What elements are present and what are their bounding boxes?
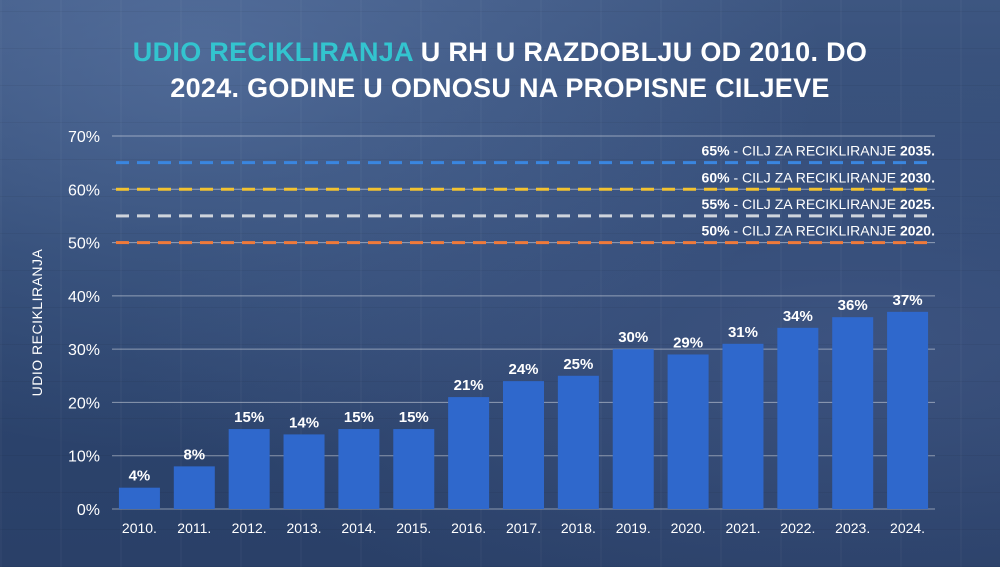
bar-value-label: 14% bbox=[289, 414, 319, 431]
y-tick-label: 20% bbox=[68, 395, 100, 412]
bar-value-label: 15% bbox=[399, 409, 429, 426]
x-tick-label: 2019. bbox=[616, 520, 651, 536]
bar bbox=[283, 434, 325, 509]
bar-value-label: 37% bbox=[893, 292, 923, 309]
x-tick-label: 2017. bbox=[506, 520, 541, 536]
x-tick-label: 2023. bbox=[835, 520, 870, 536]
bar-value-label: 21% bbox=[454, 377, 484, 394]
x-tick-label: 2016. bbox=[451, 520, 486, 536]
y-tick-label: 0% bbox=[77, 502, 100, 519]
x-tick-label: 2022. bbox=[780, 520, 815, 536]
x-tick-label: 2015. bbox=[396, 520, 431, 536]
y-tick-label: 30% bbox=[68, 342, 100, 359]
bar-value-label: 36% bbox=[838, 297, 868, 314]
y-axis-label: UDIO RECIKLIRANJA bbox=[29, 248, 45, 396]
bar bbox=[887, 311, 929, 509]
bar-value-label: 8% bbox=[183, 446, 205, 463]
y-tick-label: 40% bbox=[68, 289, 100, 306]
title-line2: 2024. GODINE U ODNOSU NA PROPISNE CILJEV… bbox=[170, 73, 830, 103]
y-tick-label: 50% bbox=[68, 236, 100, 253]
bar bbox=[503, 381, 544, 509]
bar-value-label: 29% bbox=[673, 334, 703, 351]
bar-value-label: 25% bbox=[563, 356, 593, 373]
target-label: 50% - CILJ ZA RECIKLIRANJE 2020. bbox=[702, 223, 935, 239]
bar-value-label: 15% bbox=[234, 409, 264, 426]
bar-value-label: 34% bbox=[783, 308, 813, 325]
x-tick-label: 2020. bbox=[671, 520, 706, 536]
target-label: 55% - CILJ ZA RECIKLIRANJE 2025. bbox=[702, 196, 935, 212]
x-tick-label: 2018. bbox=[561, 520, 596, 536]
bar-value-label: 15% bbox=[344, 409, 374, 426]
target-label: 60% - CILJ ZA RECIKLIRANJE 2030. bbox=[702, 169, 935, 185]
bar bbox=[777, 327, 819, 509]
chart-title: UDIO RECIKLIRANJA U RH U RAZDOBLJU OD 20… bbox=[40, 34, 960, 106]
target-label: 65% - CILJ ZA RECIKLIRANJE 2035. bbox=[702, 143, 935, 159]
y-tick-label: 60% bbox=[68, 182, 100, 199]
x-tick-label: 2021. bbox=[725, 520, 760, 536]
bar bbox=[338, 429, 380, 509]
title-highlight: UDIO RECIKLIRANJA bbox=[132, 37, 413, 67]
bar bbox=[832, 317, 874, 509]
bar bbox=[173, 466, 215, 509]
x-tick-label: 2013. bbox=[287, 520, 322, 536]
bar-value-label: 30% bbox=[618, 329, 648, 346]
x-tick-label: 2011. bbox=[177, 520, 211, 536]
x-tick-label: 2010. bbox=[122, 520, 157, 536]
x-tick-label: 2024. bbox=[890, 520, 925, 536]
bar bbox=[448, 397, 490, 509]
bar bbox=[393, 429, 435, 509]
bar bbox=[118, 487, 160, 509]
bar bbox=[612, 349, 654, 509]
bar bbox=[557, 375, 599, 509]
bar-value-label: 24% bbox=[508, 361, 538, 378]
bar bbox=[722, 343, 764, 509]
bar bbox=[667, 354, 709, 509]
title-line1-rest: U RH U RAZDOBLJU OD 2010. DO bbox=[412, 37, 868, 67]
bar-value-label: 4% bbox=[129, 468, 151, 485]
x-tick-label: 2012. bbox=[232, 520, 267, 536]
y-tick-label: 70% bbox=[68, 129, 100, 146]
y-tick-label: 10% bbox=[68, 449, 100, 466]
bar bbox=[228, 429, 270, 509]
bar-value-label: 31% bbox=[728, 324, 758, 341]
x-tick-label: 2014. bbox=[341, 520, 376, 536]
